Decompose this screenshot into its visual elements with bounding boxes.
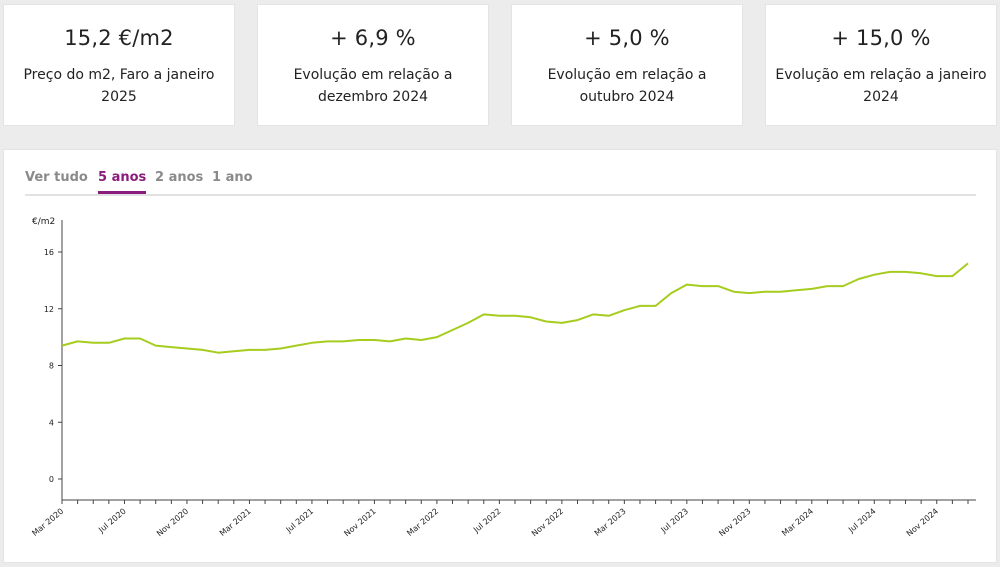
x-tick-label: Jul 2021 — [284, 507, 315, 535]
yearly-change-label: Evolução em relação a janeiro 2024 — [775, 67, 987, 105]
x-tick-label: Mar 2021 — [218, 507, 253, 538]
y-tick-label: 8 — [49, 362, 54, 371]
x-tick-label: Nov 2022 — [530, 507, 565, 539]
price-value: 15,2 €/m2 — [64, 26, 174, 50]
x-tick-label: Nov 2023 — [717, 507, 752, 539]
period-tabs: Ver tudo 5 anos 2 anos 1 ano — [25, 170, 976, 196]
x-tick-label: Mar 2024 — [780, 507, 815, 538]
y-tick-label: 16 — [44, 248, 54, 257]
price-line-chart: €/m2 0 4 8 12 16 Mar 2020 Jul 2020 Nov 2020 Mar 2… — [30, 217, 976, 539]
tab-all[interactable]: Ver tudo — [25, 170, 88, 185]
y-tick-label: 4 — [49, 418, 54, 427]
monthly-change-label: Evolução em relação a dezembro 2024 — [293, 67, 453, 105]
x-tick-label: Jul 2023 — [659, 507, 690, 535]
price-series-line — [61, 262, 969, 354]
x-tick-label: Nov 2021 — [342, 507, 377, 539]
x-tick-label: Jul 2024 — [846, 507, 877, 535]
price-card: 15,2 €/m2 Preço do m2, Faro a janeiro 20… — [3, 4, 235, 126]
monthly-change-value: + 6,9 % — [330, 26, 416, 50]
x-tick-label: Nov 2020 — [155, 507, 190, 539]
tab-1-year[interactable]: 1 ano — [212, 170, 253, 185]
tab-2-years[interactable]: 2 anos — [155, 170, 204, 185]
x-tick-label: Mar 2023 — [593, 507, 628, 538]
monthly-change-card: + 6,9 % Evolução em relação a dezembro 2… — [257, 4, 489, 126]
y-axis-unit-label: €/m2 — [32, 217, 55, 227]
price-label: Preço do m2, Faro a janeiro 2025 — [23, 67, 215, 105]
x-tick-label: Jul 2022 — [471, 507, 502, 535]
x-tick-label: Mar 2020 — [30, 507, 65, 538]
x-tick-label: Nov 2024 — [905, 507, 940, 539]
x-tick-label: Mar 2022 — [405, 507, 440, 538]
yearly-change-value: + 15,0 % — [831, 26, 931, 50]
tab-5-years[interactable]: 5 anos — [98, 170, 147, 194]
quarterly-change-value: + 5,0 % — [584, 26, 670, 50]
yearly-change-card: + 15,0 % Evolução em relação a janeiro 2… — [765, 4, 997, 126]
chart-panel: Ver tudo 5 anos 2 anos 1 ano €/m2 0 4 8 12 16… — [3, 149, 997, 563]
y-tick-label: 12 — [44, 305, 54, 314]
quarterly-change-label: Evolução em relação a outubro 2024 — [547, 67, 707, 105]
x-tick-label: Jul 2020 — [96, 507, 127, 535]
quarterly-change-card: + 5,0 % Evolução em relação a outubro 20… — [511, 4, 743, 126]
y-tick-label: 0 — [49, 475, 54, 484]
